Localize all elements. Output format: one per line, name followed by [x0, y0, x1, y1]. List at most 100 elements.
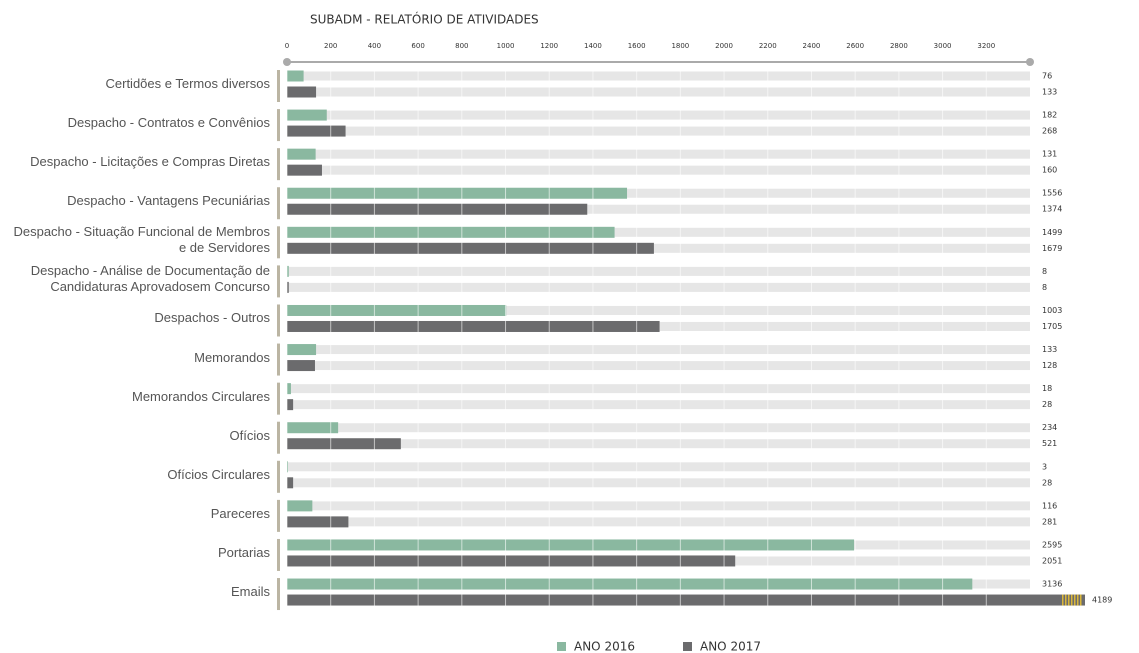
- value-label: 131: [1042, 150, 1057, 159]
- axis-end: [283, 58, 291, 66]
- track: [287, 266, 1030, 276]
- track: [287, 501, 1030, 511]
- bar: [287, 281, 289, 293]
- value-label: 1003: [1042, 306, 1062, 315]
- value-label: 1374: [1042, 205, 1062, 214]
- category-label: Despacho - Vantagens Pecuniárias: [67, 193, 270, 209]
- chart-title: SUBADM - RELATÓRIO DE ATIVIDADES: [310, 12, 539, 27]
- track: [287, 71, 1030, 81]
- separator: [277, 148, 280, 181]
- separator: [277, 226, 280, 259]
- value-label: 128: [1042, 361, 1057, 370]
- bar: [287, 438, 401, 450]
- track: [287, 227, 1030, 237]
- value-label: 28: [1042, 478, 1052, 487]
- bar: [287, 242, 654, 254]
- track: [287, 149, 1030, 159]
- bar: [287, 187, 628, 199]
- track: [287, 243, 1030, 253]
- bar: [287, 383, 291, 395]
- legend-label: ANO 2017: [700, 640, 761, 653]
- track: [287, 282, 1030, 292]
- separator: [277, 304, 280, 337]
- track: [287, 361, 1030, 371]
- separator: [277, 109, 280, 142]
- value-label: 1679: [1042, 244, 1062, 253]
- value-label: 268: [1042, 127, 1057, 136]
- separator: [277, 578, 280, 611]
- category-label: Emails: [230, 584, 270, 600]
- track: [287, 204, 1030, 214]
- bar: [287, 477, 294, 489]
- bar: [287, 399, 294, 411]
- x-tick-label: 1800: [671, 42, 689, 50]
- bar: [287, 226, 615, 238]
- x-tick-label: 600: [411, 42, 424, 50]
- x-tick-label: 1400: [584, 42, 602, 50]
- category-label: Memorandos: [194, 349, 270, 365]
- separator: [277, 70, 280, 102]
- track: [287, 165, 1030, 175]
- separator: [277, 382, 280, 415]
- legend-swatch: [683, 642, 692, 651]
- value-label: 8: [1042, 283, 1047, 292]
- bar: [287, 304, 507, 316]
- track: [287, 439, 1030, 449]
- bar: [287, 500, 313, 512]
- x-tick-label: 2200: [759, 42, 777, 50]
- bar: [287, 555, 736, 567]
- separator: [277, 499, 280, 532]
- track: [287, 400, 1030, 410]
- value-label: 76: [1042, 72, 1052, 81]
- track: [287, 126, 1030, 136]
- x-tick-label: 200: [324, 42, 337, 50]
- value-label: 1705: [1042, 322, 1062, 331]
- category-label: Memorandos Circulares: [132, 388, 270, 404]
- category-label: Despachos - Outros: [154, 310, 270, 326]
- value-label: 182: [1042, 111, 1057, 120]
- bar: [287, 109, 327, 121]
- axis-end: [1026, 58, 1034, 66]
- bar: [287, 594, 1085, 606]
- separator: [277, 421, 280, 454]
- bar: [287, 86, 317, 98]
- x-tick-label: 400: [368, 42, 381, 50]
- category-label: Ofícios Circulares: [167, 466, 270, 482]
- x-tick-label: 3200: [977, 42, 995, 50]
- value-label: 28: [1042, 400, 1052, 409]
- category-label: Despacho - Análise de Documentação de Ca…: [30, 263, 270, 295]
- value-label: 281: [1042, 517, 1057, 526]
- overflow-marker: [1062, 594, 1082, 606]
- x-tick-label: 1200: [540, 42, 558, 50]
- bar: [287, 125, 346, 137]
- bar: [287, 320, 660, 332]
- value-label: 3136: [1042, 580, 1062, 589]
- bar: [287, 344, 317, 356]
- x-tick-label: 2600: [846, 42, 864, 50]
- legend-label: ANO 2016: [574, 640, 635, 653]
- x-tick-label: 2400: [803, 42, 821, 50]
- separator: [277, 460, 280, 493]
- track: [287, 188, 1030, 198]
- x-tick-label: 1600: [628, 42, 646, 50]
- track: [287, 87, 1030, 97]
- value-label: 133: [1042, 345, 1057, 354]
- track: [287, 478, 1030, 488]
- bar: [287, 70, 304, 82]
- bar: [287, 360, 315, 372]
- value-label: 4189: [1092, 596, 1112, 605]
- bar: [287, 578, 973, 590]
- bar: [287, 203, 588, 215]
- plot-area: [286, 70, 1085, 612]
- bar: [287, 164, 322, 176]
- category-label: Pareceres: [210, 505, 270, 521]
- separator: [277, 187, 280, 220]
- legend-swatch: [557, 642, 566, 651]
- bar: [287, 265, 289, 277]
- track: [287, 305, 1030, 315]
- value-label: 234: [1042, 423, 1057, 432]
- value-label: 116: [1042, 501, 1057, 510]
- x-tick-label: 1000: [497, 42, 515, 50]
- x-tick-label: 2000: [715, 42, 733, 50]
